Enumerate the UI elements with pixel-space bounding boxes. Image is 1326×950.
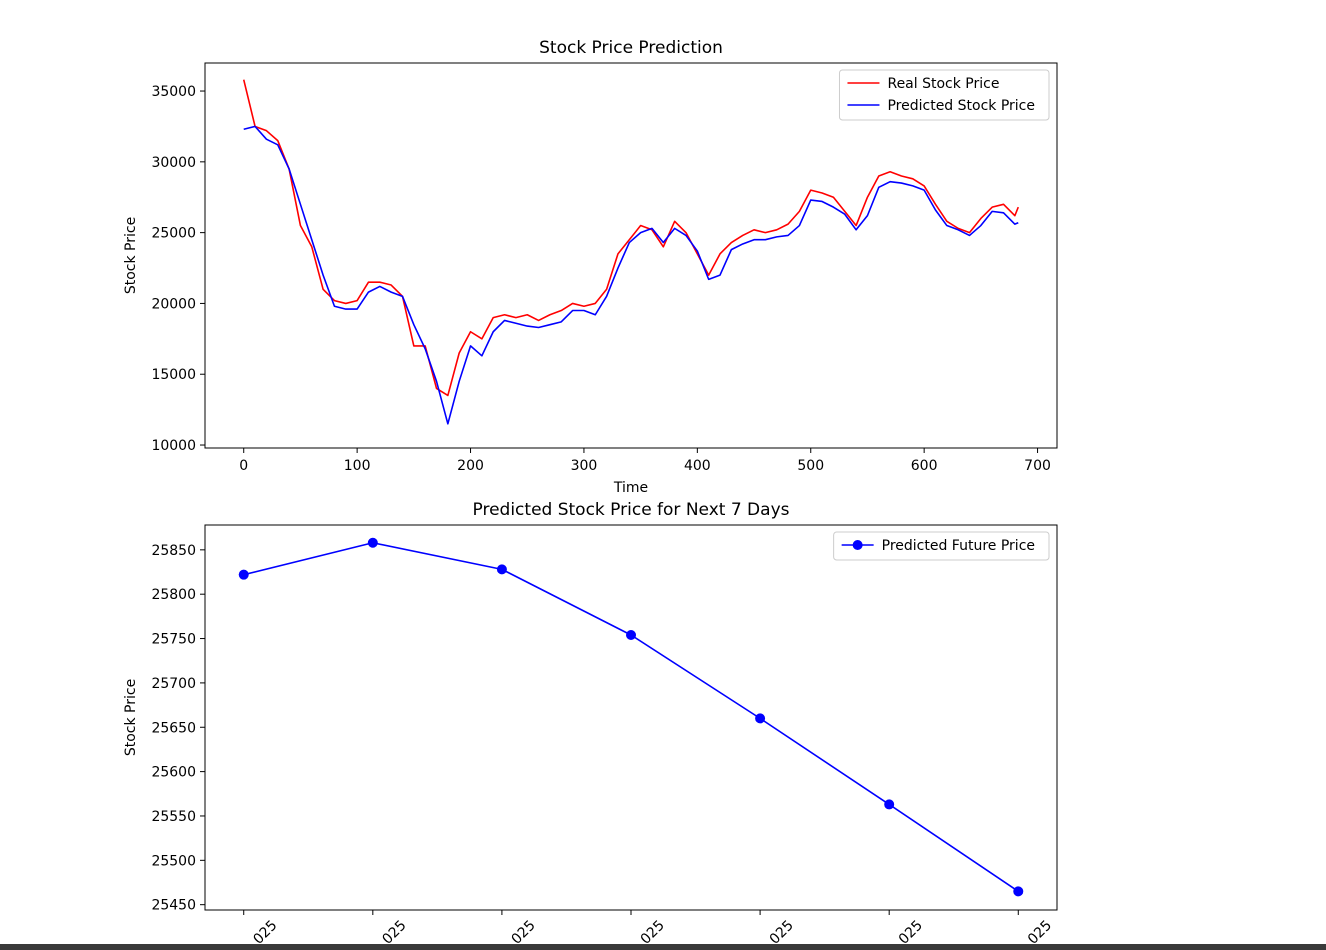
x-tick-label: 600: [911, 458, 938, 474]
y-tick-label: 25600: [151, 765, 196, 781]
point-marker: [367, 537, 378, 548]
y-tick-label: 25450: [151, 898, 196, 914]
series-line: [242, 79, 1020, 397]
y-tick-label: 25550: [151, 809, 196, 825]
legend-label: Predicted Future Price: [882, 538, 1035, 554]
y-tick-label: 20000: [151, 296, 196, 312]
y-tick-label: 35000: [151, 84, 196, 100]
y-tick-label: 10000: [151, 438, 196, 454]
y-tick-label: 25850: [151, 543, 196, 559]
plot-area: [204, 62, 1058, 449]
y-tick-label: 30000: [151, 155, 196, 171]
y-tick-label: 15000: [151, 367, 196, 383]
point-marker: [496, 564, 507, 575]
legend-label: Real Stock Price: [887, 76, 999, 92]
subplot: Predicted Stock Price for Next 7 Days Sto…: [123, 500, 1058, 948]
x-tick-label: 0: [239, 458, 248, 474]
legend-marker: [852, 540, 863, 550]
y-tick-label: 25500: [151, 853, 196, 869]
x-tick-label: 200: [457, 458, 484, 474]
legend: Real Stock Price Predicted Stock Price: [838, 69, 1050, 121]
x-tick-label: 025: [1025, 918, 1055, 948]
legend-box: [833, 531, 1050, 561]
x-tick-label: 025: [250, 918, 280, 948]
point-marker: [626, 630, 636, 640]
x-tick-label: 025: [509, 918, 539, 948]
legend-box: [838, 69, 1050, 121]
series-line: [243, 125, 1019, 425]
chart-title: Predicted Stock Price for Next 7 Days: [473, 500, 790, 520]
plot-area: [204, 524, 1058, 911]
x-tick-label: 300: [571, 458, 598, 474]
y-axis-label: Stock Price: [123, 217, 139, 294]
x-tick-label: 025: [638, 918, 668, 948]
y-tick-label: 25000: [151, 226, 196, 242]
y-tick-label: 25700: [151, 676, 196, 692]
y-tick-label: 25650: [151, 720, 196, 736]
point-marker: [238, 569, 249, 580]
point-marker: [1013, 886, 1024, 897]
chart-title: Stock Price Prediction: [539, 38, 723, 58]
x-tick-label: 700: [1024, 458, 1051, 474]
x-tick-label: 025: [767, 918, 797, 948]
y-axis-label: Stock Price: [123, 679, 139, 756]
y-tick-label: 25800: [151, 587, 196, 603]
legend-label: Predicted Stock Price: [887, 98, 1035, 114]
subplot: Stock Price Prediction Time Stock Price 100…: [123, 38, 1058, 496]
x-tick-label: 025: [896, 918, 926, 948]
y-tick-label: 25750: [151, 632, 196, 648]
x-axis-label: Time: [613, 480, 648, 496]
legend: Predicted Future Price: [833, 531, 1050, 561]
x-tick-label: 500: [797, 458, 824, 474]
x-tick-label: 400: [684, 458, 711, 474]
x-tick-label: 100: [344, 458, 371, 474]
point-marker: [884, 799, 895, 810]
x-tick-label: 025: [379, 918, 409, 948]
point-marker: [755, 713, 766, 724]
bottom-edge-bar: [0, 944, 1326, 950]
